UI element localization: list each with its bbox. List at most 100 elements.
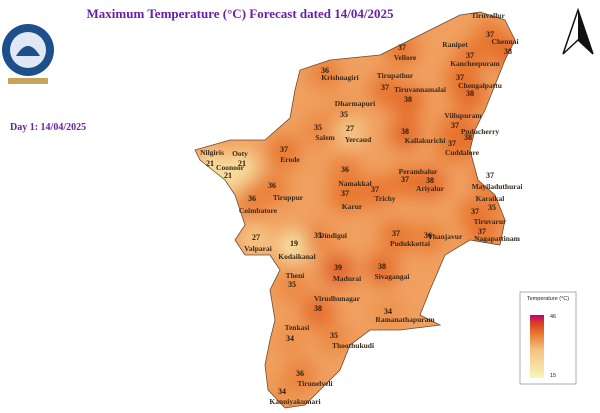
district-temp: 37 xyxy=(486,171,494,180)
heat-area xyxy=(389,118,421,150)
heat-area xyxy=(380,220,412,252)
district-name: Valparai xyxy=(244,244,272,253)
district-temp: 37 xyxy=(448,139,456,148)
district-name: Salem xyxy=(315,133,335,142)
heat-area xyxy=(366,253,398,285)
heat-area xyxy=(392,86,424,118)
district-name: Vellore xyxy=(394,53,417,62)
district-temp: 21 xyxy=(224,171,232,180)
legend-bar xyxy=(530,315,544,378)
district-name: Karaikal xyxy=(476,194,505,203)
district-name: Kodaikanal xyxy=(278,252,316,261)
legend-title: Temperature (°C) xyxy=(527,296,569,302)
heat-area xyxy=(302,114,334,146)
heat-area xyxy=(268,136,300,168)
heat-area xyxy=(454,80,486,112)
district-temp: 34 xyxy=(286,334,294,343)
district-name: Pudukkottai xyxy=(390,239,430,248)
heat-area xyxy=(389,166,421,198)
heat-area xyxy=(329,180,361,212)
district-name: Kallakurichi xyxy=(405,136,446,145)
heat-area xyxy=(318,322,350,354)
district-name: Dharmapuri xyxy=(335,99,375,108)
district-temp: 35 xyxy=(330,331,338,340)
day-label: Day 1: 14/04/2025 xyxy=(10,122,86,133)
district-name: Yercaud xyxy=(345,135,372,144)
district-name: Ramanathapuram xyxy=(375,315,435,324)
district-name: Coimbatore xyxy=(239,206,278,215)
district-temp: 27 xyxy=(346,124,354,133)
district-name: Ariyalur xyxy=(416,184,445,193)
district-name: Tenkasi xyxy=(285,323,310,332)
district-temp: 35 xyxy=(340,110,348,119)
district-temp: 36 xyxy=(248,194,256,203)
district-name: Dindigul xyxy=(319,231,347,240)
heat-area xyxy=(274,325,306,357)
district-name: Kanniyakumari xyxy=(269,397,320,406)
district-temp: 36 xyxy=(268,181,276,190)
district-temp: 38 xyxy=(464,133,472,142)
district-temp: 37 xyxy=(280,145,288,154)
district-name: Theni xyxy=(286,271,305,280)
district-name: Tiruvallur xyxy=(471,11,505,20)
district-name: Perambalur xyxy=(399,167,438,176)
district-name: Thoothukudi xyxy=(332,341,374,350)
legend-min: 15 xyxy=(550,373,556,379)
district-name: Mayiladuthurai xyxy=(472,182,523,191)
district-labels: Tiruvallur37Chennai38Ranipet37Vellore37K… xyxy=(200,11,522,406)
district-name: Kancheepuram xyxy=(450,59,500,68)
district-temp: 36 xyxy=(341,165,349,174)
district-temp: 37 xyxy=(401,175,409,184)
heat-area xyxy=(322,254,354,286)
district-temp: 37 xyxy=(392,229,400,238)
heat-area xyxy=(302,222,334,254)
heat-area xyxy=(359,176,391,208)
legend-max: 46 xyxy=(550,314,556,320)
district-temp: 36 xyxy=(321,66,329,75)
district-temp: 37 xyxy=(451,121,459,130)
district-temp: 37 xyxy=(398,43,406,52)
district-name: Ranipet xyxy=(442,40,468,49)
district-temp: 21 xyxy=(238,159,246,168)
legend-box xyxy=(519,291,577,385)
district-temp: 37 xyxy=(381,83,389,92)
district-temp: 36 xyxy=(296,369,304,378)
district-name: Villupuram xyxy=(444,111,482,120)
district-temp: 38 xyxy=(314,304,322,313)
district-temp: 38 xyxy=(404,95,412,104)
district-name: Tirupathur xyxy=(377,71,414,80)
district-temp: 38 xyxy=(504,47,512,56)
district-name: Trichy xyxy=(374,194,395,203)
district-temp: 37 xyxy=(486,30,494,39)
district-name: Ooty xyxy=(232,149,248,158)
title: Maximum Temperature (°C) Forecast dated … xyxy=(87,6,394,21)
district-name: Puducherry xyxy=(461,127,500,136)
district-name: Thanjavur xyxy=(428,232,463,241)
district-name: Tiruppur xyxy=(273,193,304,202)
district-name: Chennai xyxy=(491,37,518,46)
district-temp: 35 xyxy=(314,123,322,132)
heat-layer xyxy=(195,21,515,408)
district-temp: 35 xyxy=(288,280,296,289)
heat-area xyxy=(309,57,341,89)
district-temp: 37 xyxy=(471,207,479,216)
heat-area xyxy=(236,185,268,217)
district-temp: 19 xyxy=(290,239,298,248)
district-name: Karur xyxy=(342,202,363,211)
district-name: Madurai xyxy=(333,274,361,283)
district-temp: 35 xyxy=(488,203,496,212)
district-temp: 27 xyxy=(252,233,260,242)
heat-area xyxy=(372,298,404,330)
district-name: Virudhunagar xyxy=(314,294,361,303)
district-name: Coonoor xyxy=(216,163,245,172)
north-arrow-fill xyxy=(578,10,593,54)
district-name: Tiruvannamalai xyxy=(394,85,446,94)
district-name: Tiruvarur xyxy=(474,217,507,226)
district-temp: 34 xyxy=(278,387,286,396)
logo xyxy=(2,24,54,84)
heat-area xyxy=(414,167,446,199)
district-name: Namakkal xyxy=(338,179,371,188)
district-temp: 38 xyxy=(401,127,409,136)
district-temp: 37 xyxy=(478,227,486,236)
heat-area xyxy=(329,156,361,188)
